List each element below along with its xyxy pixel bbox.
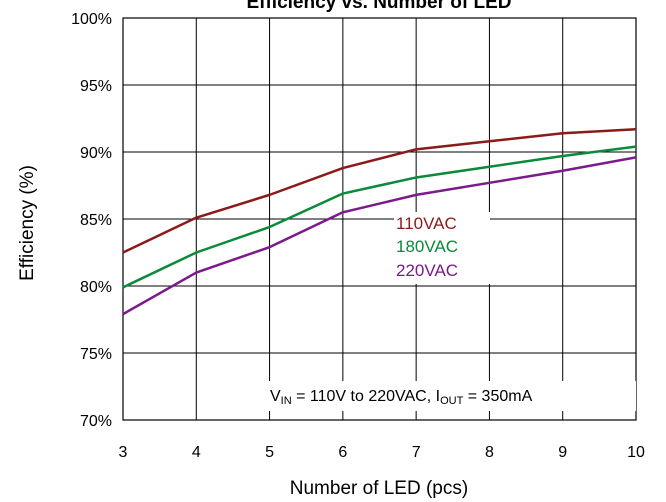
x-tick-label: 9 [558, 444, 567, 461]
y-axis-label: Efficiency (%) [17, 165, 38, 281]
x-tick-label: 7 [412, 444, 421, 461]
x-tick-label: 10 [627, 444, 645, 461]
x-tick-label: 5 [265, 444, 274, 461]
y-tick-label: 75% [80, 346, 112, 363]
series-label-220vac: 220VAC [396, 261, 458, 280]
series-label-110vac: 110VAC [396, 214, 457, 233]
test-conditions: VIN = 110V to 220VAC, IOUT = 350mA [266, 381, 636, 411]
series-line-110vac [122, 127, 637, 254]
vin-value: = 110V to 220VAC, [292, 388, 436, 405]
series-label-180vac: 180VAC [396, 237, 458, 256]
plot-frame [122, 17, 637, 421]
iout-symbol: I [436, 388, 440, 405]
vin-symbol: V [270, 388, 281, 405]
x-axis-label: Number of LED (pcs) [290, 478, 468, 499]
iout-value: = 350mA [463, 388, 532, 405]
x-tick-label: 3 [119, 444, 128, 461]
series-labels: 110VAC 180VAC 220VAC [394, 212, 490, 284]
test-conditions-background [266, 381, 636, 411]
y-tick-label: 85% [80, 212, 112, 229]
y-tick-label: 100% [71, 11, 112, 28]
chart-title: Efficiency vs. Number of LED [246, 0, 511, 13]
series-line-180vac [122, 145, 637, 289]
x-tick-label: 8 [485, 444, 494, 461]
series-label-background [394, 212, 490, 284]
y-axis-ticks: 70% 75% 80% 85% 90% 95% 100% [71, 11, 112, 430]
series-line-220vac [122, 156, 637, 316]
x-tick-label: 6 [338, 444, 347, 461]
series-lines [122, 127, 637, 316]
y-tick-label: 95% [80, 78, 112, 95]
y-tick-label: 80% [80, 279, 112, 296]
x-axis-ticks: 3 4 5 6 7 8 9 10 [119, 444, 645, 461]
test-conditions-text: VIN = 110V to 220VAC, IOUT = 350mA [270, 388, 533, 407]
x-tick-label: 4 [192, 444, 201, 461]
y-tick-label: 70% [80, 413, 112, 430]
iout-subscript: OUT [440, 395, 464, 407]
vin-subscript: IN [281, 395, 292, 407]
y-tick-label: 90% [80, 145, 112, 162]
